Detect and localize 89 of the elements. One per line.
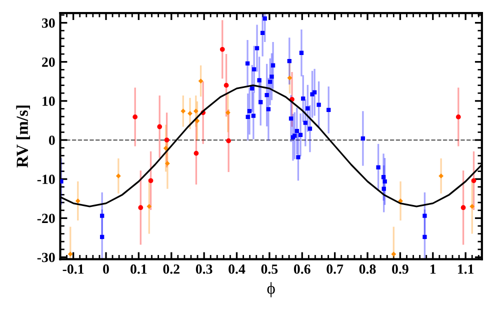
point: [257, 78, 262, 82]
point: [260, 30, 265, 36]
point: [306, 106, 310, 110]
point: [360, 136, 366, 141]
point: [254, 46, 260, 50]
point: [470, 204, 475, 209]
point: [268, 80, 272, 84]
point: [391, 252, 396, 257]
point: [270, 63, 276, 68]
point: [220, 46, 225, 52]
y-tick-label: -20: [37, 214, 55, 224]
point: [224, 82, 229, 88]
x-tick-label: 0.7: [326, 264, 344, 274]
x-tick-label: 0.1: [130, 264, 147, 274]
point: [316, 102, 321, 107]
point: [100, 214, 104, 218]
point: [164, 138, 170, 142]
x-tick-label: 1.1: [458, 264, 474, 274]
y-tick-label: -30: [37, 252, 55, 262]
point: [299, 50, 304, 55]
x-tick-label: 0.8: [359, 264, 376, 274]
point: [252, 67, 256, 72]
point: [250, 86, 254, 91]
x-tick-label: 0.5: [261, 264, 278, 274]
y-axis-title: RV [m/s]: [16, 106, 30, 168]
point: [180, 108, 186, 114]
point: [438, 174, 444, 178]
point: [100, 234, 104, 239]
point: [270, 74, 274, 79]
point: [258, 100, 263, 104]
point: [75, 198, 80, 204]
point: [301, 96, 306, 101]
point: [460, 205, 466, 210]
point: [471, 178, 476, 184]
point: [287, 59, 292, 64]
point: [308, 126, 312, 131]
y-tick-label: 0: [48, 136, 55, 145]
point: [193, 108, 198, 114]
x-tick-label: 1: [430, 264, 436, 274]
x-axis-title: ϕ: [267, 282, 275, 298]
point: [68, 252, 73, 257]
y-tick-label: 30: [42, 18, 55, 28]
point: [148, 178, 154, 184]
point: [165, 161, 170, 166]
point: [146, 204, 152, 209]
point: [246, 114, 250, 120]
point: [60, 179, 64, 184]
point: [247, 109, 252, 114]
y-tick-label: 20: [42, 57, 55, 67]
x-tick-label: 0.2: [163, 264, 180, 274]
point: [245, 61, 250, 66]
point: [382, 186, 386, 191]
point: [194, 118, 200, 124]
point: [188, 110, 192, 116]
point: [296, 155, 300, 160]
x-tick-label: 0.9: [392, 264, 408, 274]
x-tick-label: -0.1: [62, 264, 84, 274]
point: [288, 116, 294, 121]
point: [422, 214, 427, 218]
point: [225, 110, 230, 116]
point: [132, 114, 138, 120]
x-tick-label: 0.4: [228, 264, 246, 274]
point: [381, 175, 386, 180]
point: [157, 124, 162, 130]
point: [287, 75, 292, 80]
point: [198, 78, 204, 84]
x-tick-label: 0.6: [294, 264, 310, 274]
point: [294, 128, 299, 134]
point: [226, 138, 232, 144]
y-tick-label: 10: [42, 96, 55, 106]
point: [138, 205, 144, 210]
point: [326, 108, 331, 112]
point: [312, 90, 317, 94]
point: [251, 114, 256, 118]
point: [116, 174, 121, 178]
point: [262, 16, 267, 21]
y-tick-label: -10: [37, 174, 55, 184]
point: [194, 150, 199, 156]
point: [266, 107, 271, 112]
point: [264, 93, 269, 98]
point: [376, 165, 380, 170]
x-tick-label: 0: [103, 264, 109, 274]
x-tick-label: 0.3: [196, 264, 212, 274]
point: [456, 114, 461, 120]
point: [382, 179, 387, 184]
point: [163, 146, 168, 151]
point: [298, 132, 303, 138]
point: [303, 120, 308, 125]
point: [422, 234, 427, 239]
